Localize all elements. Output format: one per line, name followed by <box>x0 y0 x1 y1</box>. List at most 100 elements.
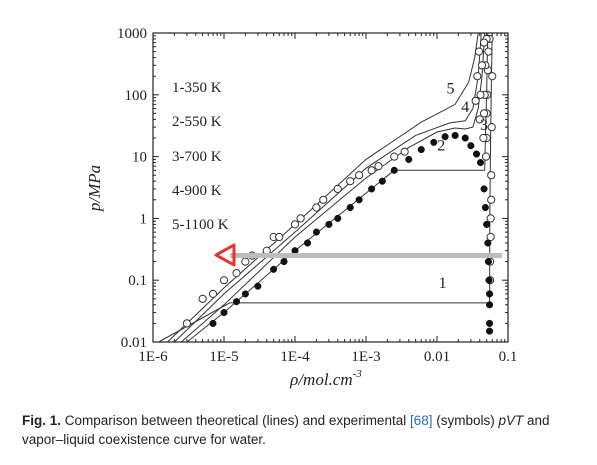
open-circle-point <box>473 72 482 81</box>
x-tick-label: 1E-3 <box>351 349 380 365</box>
open-circle-point <box>355 171 364 180</box>
open-circle-point <box>486 232 495 242</box>
filled-circle-point <box>480 185 488 193</box>
filled-circle-point <box>441 133 449 141</box>
x-tick-label: 0.01 <box>424 349 450 365</box>
open-circle-point <box>275 232 284 242</box>
filled-circle-point <box>220 308 228 317</box>
y-tick-label: 1000 <box>117 26 147 42</box>
x-tick-label: 1E-5 <box>209 349 238 365</box>
filled-circle-point <box>355 196 363 204</box>
filled-circle-point <box>486 301 494 309</box>
open-circle-point <box>198 294 207 303</box>
x-tick-label: 1E-4 <box>280 349 310 365</box>
open-circle-point <box>374 162 383 171</box>
filled-circle-point <box>254 282 262 290</box>
open-circle-point <box>241 257 250 266</box>
y-tick-label: 100 <box>125 88 148 104</box>
filled-circle-point <box>280 258 288 266</box>
filled-circle-point <box>334 214 342 222</box>
filled-circle-point <box>209 319 217 327</box>
filled-circle-point <box>481 203 489 212</box>
open-circle-point <box>476 90 485 99</box>
plot-frame <box>152 32 509 343</box>
open-circle-point <box>477 61 487 70</box>
open-circle-points <box>182 34 497 328</box>
y-tick-label: 1 <box>140 211 148 227</box>
legend-entry-2: 2-550 K <box>172 114 222 130</box>
x-tick-labels: 1E-6 1E-5 1E-4 1E-3 0.01 0.1 <box>138 349 517 365</box>
filled-circle-point <box>486 290 494 298</box>
open-circle-point <box>208 289 218 299</box>
filled-circle-point <box>303 239 312 247</box>
open-circle-point <box>475 115 484 124</box>
caption-reference-link[interactable]: [68] <box>409 413 433 428</box>
caption-text-1: Comparison between theoretical (lines) a… <box>64 413 410 428</box>
isotherm-line-5 <box>167 32 479 343</box>
filled-circle-point <box>368 185 376 193</box>
red-arrow-icon <box>214 243 236 267</box>
y-tick-label: 0.01 <box>121 335 147 351</box>
filled-circle-point <box>486 327 494 335</box>
filled-circle-point <box>430 138 438 146</box>
axis-ticks <box>152 32 509 343</box>
y-tick-labels: 0.01 0.1 1 10 100 1000 <box>117 26 147 351</box>
filled-circle-point <box>312 228 320 236</box>
open-circle-point <box>484 47 493 56</box>
curve-label-3: 3 <box>480 117 488 134</box>
filled-circle-point <box>451 131 459 139</box>
filled-circle-point <box>346 203 354 212</box>
open-circle-point <box>479 109 489 118</box>
legend-entry-3: 3-700 K <box>172 149 222 165</box>
open-circle-point <box>487 195 496 204</box>
filled-circle-point <box>390 166 398 174</box>
open-circle-point <box>486 214 495 223</box>
open-circle-point <box>290 220 300 229</box>
legend-entry-4: 4-900 K <box>172 183 222 199</box>
x-axis-title-main: ρ/mol.cm <box>289 370 352 389</box>
open-circle-point <box>390 152 399 161</box>
filled-circle-point <box>232 298 241 306</box>
curve-label-1: 1 <box>439 275 447 292</box>
open-circle-point <box>471 96 480 105</box>
filled-circle-point <box>270 265 278 273</box>
filled-circle-point <box>485 276 493 284</box>
caption-italic-term: pVT <box>498 413 524 428</box>
curve-label-4: 4 <box>461 99 469 116</box>
legend: 1-350 K 2-550 K 3-700 K 4-900 K 5-1100 K <box>172 80 229 233</box>
open-circle-point <box>346 177 355 186</box>
filled-circle-point <box>241 290 249 298</box>
open-circle-point <box>367 166 376 175</box>
open-circle-point <box>312 203 321 212</box>
curve-labels: 1 2 345 <box>437 80 488 291</box>
filled-circle-point <box>417 146 425 154</box>
open-circle-point <box>400 147 409 156</box>
filled-circle-point <box>378 177 386 185</box>
highlight-bar <box>230 253 502 258</box>
open-circle-point <box>219 276 229 285</box>
open-circle-point <box>232 269 241 278</box>
isotherm-line-3 <box>180 32 486 343</box>
filled-circle-point <box>405 155 413 163</box>
x-tick-label: 0.1 <box>499 349 518 365</box>
filled-circle-points <box>209 131 494 335</box>
x-tick-label: 1E-6 <box>138 349 168 365</box>
open-circle-point <box>487 123 496 132</box>
open-circle-point <box>333 184 342 194</box>
open-circle-point <box>479 133 488 143</box>
filled-circle-point <box>467 142 475 150</box>
legend-entry-1: 1-350 K <box>172 80 222 96</box>
filled-circle-point <box>486 319 494 327</box>
open-circle-point <box>481 152 491 161</box>
x-axis-title: ρ/mol.cm-3 <box>289 368 362 389</box>
curve-label-2: 2 <box>437 138 445 155</box>
legend-entry-5: 5-1100 K <box>172 217 229 233</box>
y-axis-title: p/MPa <box>85 165 104 212</box>
open-circle-point <box>487 171 496 180</box>
filled-circle-point <box>325 220 333 228</box>
open-circle-point <box>182 319 191 328</box>
open-circle-point <box>319 195 328 204</box>
filled-circle-point <box>484 258 492 266</box>
caption-text-2: (symbols) <box>432 413 499 428</box>
open-circle-point <box>474 47 484 56</box>
